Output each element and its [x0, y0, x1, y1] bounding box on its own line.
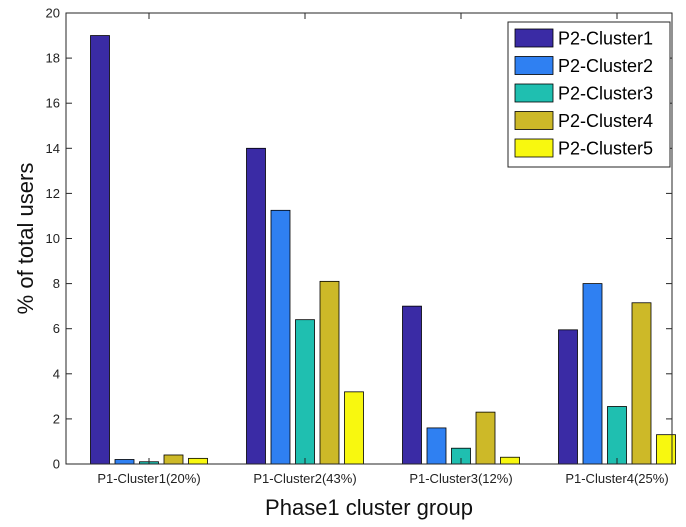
bar-p2-cluster1-group-1: [90, 35, 110, 465]
bar-p2-cluster4-group-1: [163, 454, 184, 465]
legend-swatch-p2-cluster1: [514, 28, 554, 48]
legend-label-p2-cluster5: P2-Cluster5: [558, 139, 653, 159]
bar-p2-cluster1-group-3: [402, 305, 422, 465]
y-tick-label: 16: [46, 96, 60, 111]
y-tick-label: 14: [46, 141, 60, 156]
y-ticks: 0 2 4 6 8 10 12 14 16 18 20: [46, 6, 672, 472]
y-tick-label: 8: [53, 276, 60, 291]
bar-p2-cluster4-group-4: [631, 302, 652, 465]
legend-swatch-p2-cluster5: [514, 138, 554, 158]
bar-p2-cluster5-group-1: [188, 457, 208, 465]
y-tick-label: 0: [53, 457, 60, 472]
bar-p2-cluster2-group-4: [582, 283, 603, 465]
legend-label-p2-cluster1: P2-Cluster1: [558, 29, 653, 49]
bar-p2-cluster5-group-3: [500, 456, 520, 465]
bar-p2-cluster2-group-3: [426, 427, 447, 465]
y-axis-title: % of total users: [13, 163, 38, 315]
bar-p2-cluster1-group-4: [558, 329, 578, 465]
x-tick-label: P1-Cluster1(20%): [97, 471, 200, 486]
x-ticks: P1-Cluster1(20%) P1-Cluster2(43%) P1-Clust…: [97, 13, 669, 486]
x-axis-title: Phase1 cluster group: [265, 495, 473, 520]
bar-p2-cluster2-group-1: [114, 459, 135, 465]
legend: P2-Cluster1 P2-Cluster2 P2-Cluster3 P2-Clus…: [507, 21, 671, 168]
bar-p2-cluster4-group-3: [475, 411, 496, 465]
bar-p2-cluster2-group-2: [270, 209, 291, 465]
bar-p2-cluster5-group-4: [656, 434, 676, 465]
legend-label-p2-cluster4: P2-Cluster4: [558, 111, 653, 131]
legend-label-p2-cluster2: P2-Cluster2: [558, 56, 653, 76]
y-tick-label: 10: [46, 231, 60, 246]
plot-frame: [65, 12, 673, 465]
y-tick-label: 20: [46, 6, 60, 21]
y-tick-label: 6: [53, 321, 60, 336]
bar-p2-cluster4-group-2: [319, 280, 340, 465]
bar-p2-cluster3-group-2: [295, 319, 315, 465]
legend-swatch-p2-cluster2: [514, 56, 554, 75]
legend-swatch-p2-cluster3: [514, 83, 554, 103]
x-tick-label: P1-Cluster2(43%): [253, 471, 356, 486]
legend-label-p2-cluster3: P2-Cluster3: [558, 84, 653, 104]
y-tick-label: 12: [46, 186, 60, 201]
x-tick-label: P1-Cluster4(25%): [565, 471, 668, 486]
x-tick-label: P1-Cluster3(12%): [409, 471, 512, 486]
legend-swatch-p2-cluster4: [514, 111, 554, 130]
bar-p2-cluster1-group-2: [246, 147, 266, 465]
y-tick-label: 2: [53, 411, 60, 426]
bars-layer: [90, 35, 676, 465]
bar-p2-cluster3-group-4: [607, 406, 627, 465]
bar-p2-cluster5-group-2: [344, 391, 364, 465]
y-tick-label: 4: [53, 366, 60, 381]
y-tick-label: 18: [46, 51, 60, 66]
